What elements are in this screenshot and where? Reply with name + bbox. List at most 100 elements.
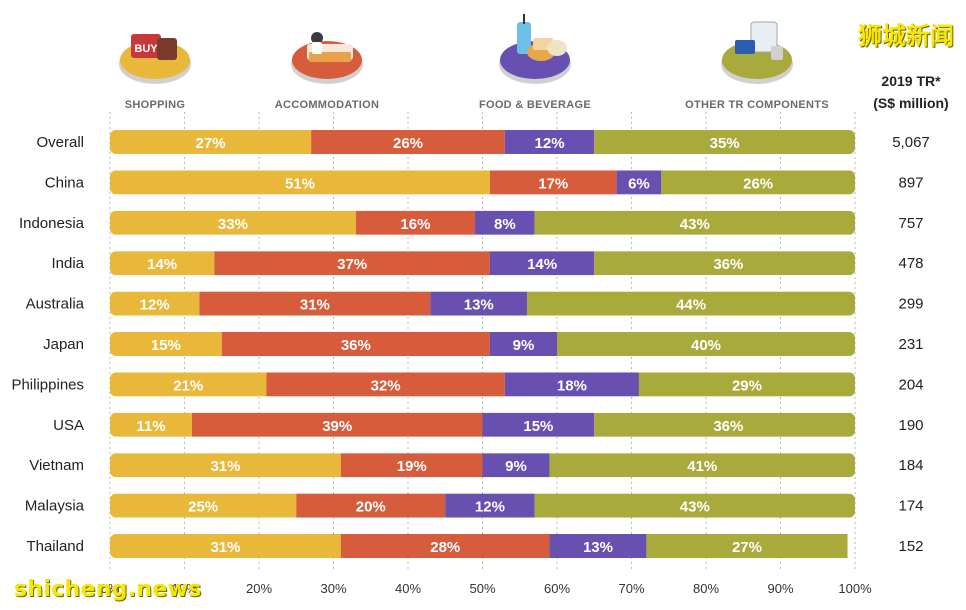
bar-segment bbox=[110, 130, 312, 154]
data-label: 6% bbox=[628, 175, 650, 192]
data-label: 44% bbox=[676, 297, 706, 314]
x-tick-label: 80% bbox=[693, 581, 719, 596]
data-label: 9% bbox=[513, 337, 535, 354]
bar-row: 12% 31% 13% 44% bbox=[110, 291, 855, 316]
bar-segment bbox=[594, 251, 855, 276]
bar-segment bbox=[534, 493, 855, 518]
category-label: Vietnam bbox=[29, 457, 84, 474]
data-label: 33% bbox=[218, 216, 248, 233]
x-tick-label: 60% bbox=[544, 581, 570, 596]
data-label: 27% bbox=[196, 135, 226, 152]
x-tick-label: 30% bbox=[320, 581, 346, 596]
data-label: 26% bbox=[743, 175, 773, 192]
data-label: 36% bbox=[341, 337, 371, 354]
bar-segment bbox=[221, 332, 490, 356]
bar-segment bbox=[445, 493, 535, 518]
x-tick-label: 50% bbox=[469, 581, 495, 596]
legend-label: OTHER TR COMPONENTS bbox=[685, 99, 829, 111]
tr-value: 897 bbox=[898, 174, 923, 191]
legend-label: ACCOMMODATION bbox=[275, 99, 380, 111]
bars: 27% 26% 12% 35% 51% 17% 6% 26% 33% 16% 8% 43% 14% 37%… bbox=[110, 130, 855, 558]
data-label: 18% bbox=[557, 377, 587, 394]
category-label: Philippines bbox=[11, 376, 84, 393]
food-drink-icon bbox=[499, 14, 571, 84]
data-label: 16% bbox=[400, 216, 430, 233]
bar-segment bbox=[489, 332, 557, 356]
data-label: 15% bbox=[523, 418, 553, 435]
bar-segment bbox=[557, 332, 855, 356]
tr-value: 231 bbox=[898, 336, 923, 353]
bar-segment bbox=[661, 170, 855, 195]
data-label: 35% bbox=[710, 135, 740, 152]
x-tick-label: 90% bbox=[767, 581, 793, 596]
bar-segment bbox=[311, 130, 505, 154]
bar-segment bbox=[199, 291, 431, 316]
bar-segment bbox=[340, 534, 550, 558]
category-label: Overall bbox=[36, 134, 84, 151]
bar-segment bbox=[504, 130, 595, 154]
data-label: 40% bbox=[691, 337, 721, 354]
bar-segment bbox=[110, 251, 215, 276]
data-label: 19% bbox=[397, 458, 427, 475]
tr-header-line1: 2019 TR* bbox=[881, 73, 941, 89]
bar-segment bbox=[489, 251, 595, 276]
data-label: 28% bbox=[430, 539, 460, 556]
data-label: 51% bbox=[285, 175, 315, 192]
data-label: 14% bbox=[527, 256, 557, 273]
data-label: 11% bbox=[136, 418, 165, 435]
x-tick-label: 70% bbox=[618, 581, 644, 596]
tr-value: 174 bbox=[898, 498, 923, 515]
tr-values: 5,067 897 757 478 299 231 204 190 184 174 152 bbox=[892, 134, 930, 555]
bar-segment bbox=[110, 372, 267, 397]
data-label: 21% bbox=[173, 377, 203, 394]
bar-segment bbox=[527, 291, 855, 316]
data-label: 29% bbox=[732, 377, 762, 394]
data-label: 31% bbox=[210, 539, 240, 556]
tr-value: 152 bbox=[898, 538, 923, 555]
bar-segment bbox=[110, 534, 341, 558]
bar-segment bbox=[549, 453, 855, 478]
bar-row: 21% 32% 18% 29% bbox=[110, 372, 855, 397]
bar-segment bbox=[482, 453, 550, 478]
data-label: 25% bbox=[188, 499, 218, 516]
bar-segment bbox=[504, 372, 639, 397]
tr-value: 299 bbox=[898, 296, 923, 313]
category-label: Japan bbox=[43, 336, 84, 353]
data-label: 43% bbox=[680, 499, 710, 516]
category-label: China bbox=[45, 174, 85, 191]
data-label: 9% bbox=[505, 458, 527, 475]
bar-segment bbox=[110, 291, 200, 316]
data-label: 17% bbox=[538, 175, 568, 192]
bar-segment bbox=[430, 291, 528, 316]
category-label: USA bbox=[53, 417, 84, 434]
bar-segment bbox=[110, 210, 356, 235]
bar-segment bbox=[266, 372, 505, 397]
bar-segment bbox=[475, 210, 535, 235]
bar-segment bbox=[110, 332, 222, 356]
x-tick-label: 0% bbox=[101, 581, 120, 596]
bed-icon bbox=[291, 32, 363, 84]
data-label: 27% bbox=[732, 539, 762, 556]
legend-label: SHOPPING bbox=[125, 99, 185, 111]
watermark-bottom: shicheng.news bbox=[14, 577, 202, 602]
data-label: 41% bbox=[687, 458, 717, 475]
data-label: 13% bbox=[583, 539, 613, 556]
bar-segment bbox=[191, 412, 483, 437]
data-label: 37% bbox=[337, 256, 367, 273]
tr-value: 190 bbox=[898, 417, 923, 434]
tr-value: 204 bbox=[898, 376, 923, 393]
category-icons: BUY bbox=[119, 14, 793, 84]
tr-value: 184 bbox=[898, 457, 923, 474]
bar-row: 14% 37% 14% 36% bbox=[110, 251, 855, 276]
bar-segment bbox=[616, 170, 662, 195]
bar-segment bbox=[482, 412, 595, 437]
tr-value: 478 bbox=[898, 255, 923, 272]
bar-segment bbox=[534, 210, 855, 235]
category-label: Australia bbox=[26, 296, 85, 313]
x-axis: 0% 10% 20% 30% 40% 50% 60% 70% 80% 90% 100% bbox=[101, 581, 872, 596]
bar-row: 15% 36% 9% 40% bbox=[110, 332, 855, 356]
category-label: Thailand bbox=[26, 538, 84, 555]
data-label: 15% bbox=[151, 337, 181, 354]
bar-segment bbox=[638, 372, 855, 397]
data-label: 36% bbox=[713, 418, 743, 435]
